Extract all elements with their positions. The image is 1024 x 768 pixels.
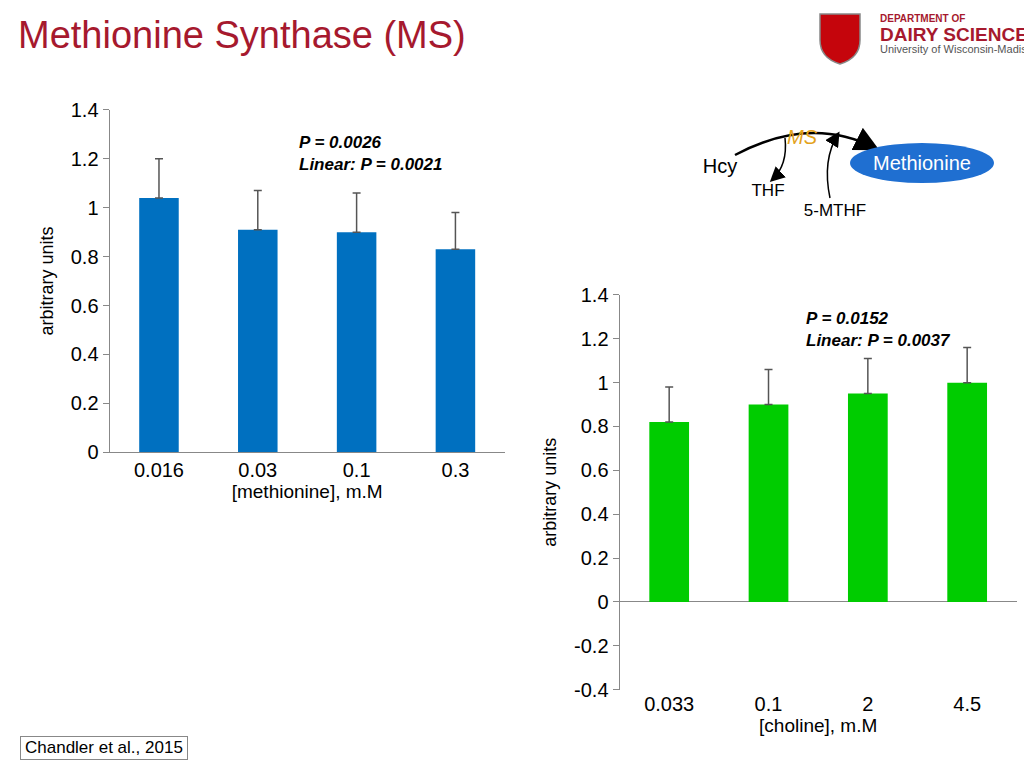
svg-text:[choline], m.M: [choline], m.M: [759, 715, 877, 736]
svg-text:0.6: 0.6: [581, 459, 609, 481]
svg-text:P = 0.0152Linear: P = 0.0037: P = 0.0152Linear: P = 0.0037: [806, 309, 951, 350]
svg-text:0.6: 0.6: [71, 295, 99, 317]
svg-text:1.2: 1.2: [581, 328, 609, 350]
svg-text:P = 0.0026Linear: P = 0.0021: P = 0.0026Linear: P = 0.0021: [299, 133, 442, 174]
svg-text:0.2: 0.2: [71, 392, 99, 414]
svg-text:1: 1: [87, 197, 98, 219]
svg-text:-0.4: -0.4: [574, 679, 608, 701]
svg-text:-0.2: -0.2: [574, 635, 608, 657]
svg-text:0.3: 0.3: [442, 459, 470, 481]
svg-text:0.8: 0.8: [71, 246, 99, 268]
svg-text:5-MTHF: 5-MTHF: [804, 201, 866, 220]
svg-text:Hcy: Hcy: [703, 155, 737, 177]
svg-text:0.8: 0.8: [581, 415, 609, 437]
svg-text:0.016: 0.016: [134, 459, 184, 481]
html-text:Methionine Synthase (MS): Methionine Synthase (MS): [18, 14, 466, 56]
svg-text:arbitrary units: arbitrary units: [37, 227, 57, 336]
svg-text:4.5: 4.5: [953, 693, 981, 715]
svg-text:1.4: 1.4: [71, 99, 99, 121]
svg-text:Methionine: Methionine: [873, 152, 971, 174]
svg-text:MS: MS: [787, 126, 818, 148]
html-text:Chandler et al., 2015: Chandler et al., 2015: [25, 738, 183, 757]
svg-text:0.033: 0.033: [644, 693, 694, 715]
svg-text:0: 0: [597, 591, 608, 613]
svg-text:2: 2: [862, 693, 873, 715]
svg-text:THF: THF: [751, 181, 784, 200]
html-text:DEPARTMENT OF: DEPARTMENT OF: [880, 13, 966, 24]
svg-text:0: 0: [87, 441, 98, 463]
svg-text:1.2: 1.2: [71, 148, 99, 170]
svg-text:0.03: 0.03: [238, 459, 277, 481]
svg-text:[methionine], m.M: [methionine], m.M: [232, 481, 383, 502]
svg-text:1.4: 1.4: [581, 284, 609, 306]
svg-text:0.1: 0.1: [755, 693, 783, 715]
svg-text:0.4: 0.4: [71, 343, 99, 365]
svg-text:arbitrary units: arbitrary units: [540, 438, 560, 547]
svg-text:0.4: 0.4: [581, 503, 609, 525]
svg-text:0.2: 0.2: [581, 547, 609, 569]
svg-text:0.1: 0.1: [343, 459, 371, 481]
svg-text:1: 1: [597, 372, 608, 394]
